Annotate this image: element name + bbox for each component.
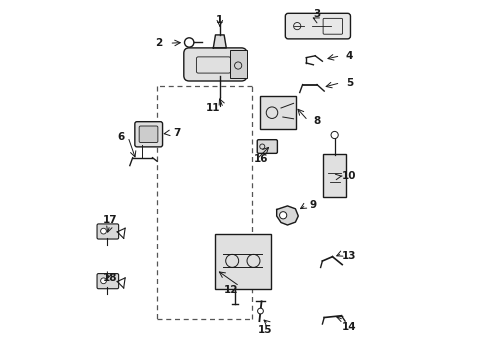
Text: 4: 4 (346, 51, 353, 61)
FancyBboxPatch shape (184, 48, 247, 81)
Circle shape (258, 308, 263, 314)
Text: 1: 1 (216, 15, 223, 25)
Text: 2: 2 (155, 38, 162, 48)
Polygon shape (213, 35, 226, 48)
Circle shape (100, 278, 106, 284)
Text: 10: 10 (342, 171, 357, 181)
FancyBboxPatch shape (135, 122, 163, 147)
Text: 6: 6 (117, 132, 124, 142)
Circle shape (331, 131, 338, 139)
Text: 16: 16 (254, 154, 269, 164)
Polygon shape (277, 206, 298, 225)
Text: 14: 14 (342, 322, 357, 332)
FancyBboxPatch shape (97, 224, 119, 239)
Circle shape (280, 212, 287, 219)
FancyBboxPatch shape (260, 96, 296, 129)
FancyBboxPatch shape (285, 13, 350, 39)
FancyBboxPatch shape (229, 50, 247, 78)
FancyBboxPatch shape (215, 234, 271, 289)
Text: 11: 11 (205, 103, 220, 113)
Text: 13: 13 (342, 251, 357, 261)
Text: 17: 17 (103, 215, 117, 225)
Text: 15: 15 (258, 325, 272, 336)
FancyBboxPatch shape (257, 140, 277, 153)
FancyBboxPatch shape (97, 274, 119, 289)
Text: 9: 9 (310, 200, 317, 210)
FancyBboxPatch shape (323, 154, 346, 197)
Text: 5: 5 (346, 78, 353, 88)
FancyBboxPatch shape (139, 126, 158, 143)
Text: 18: 18 (103, 273, 117, 283)
Text: 8: 8 (314, 116, 320, 126)
Text: 12: 12 (223, 285, 238, 295)
Text: 7: 7 (173, 128, 180, 138)
Text: 3: 3 (314, 9, 320, 19)
Circle shape (100, 228, 106, 234)
